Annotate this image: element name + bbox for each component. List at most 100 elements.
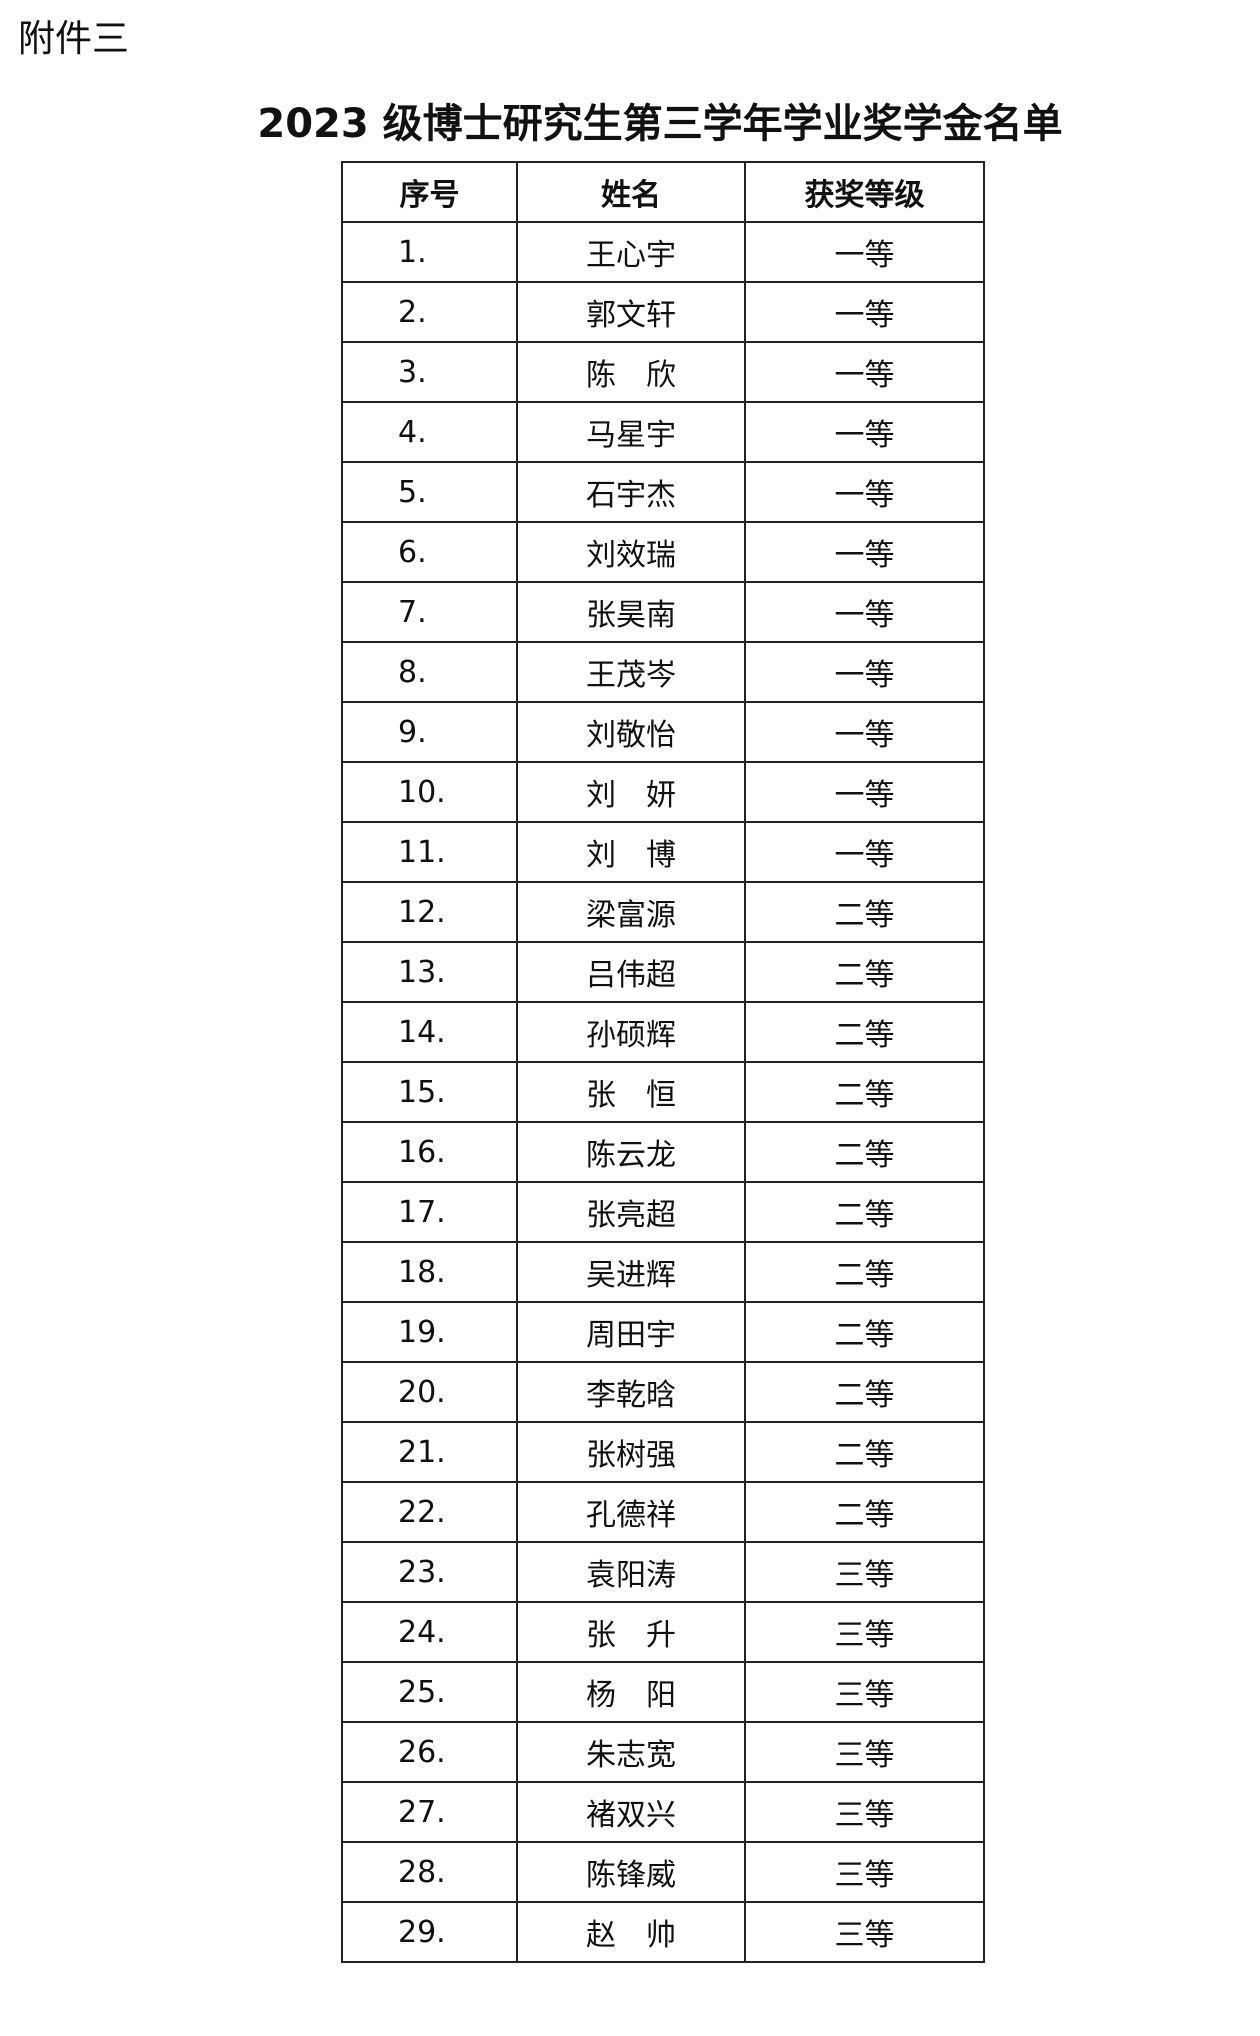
- student-name: 袁阳涛: [516, 1541, 746, 1603]
- award-level: 二等: [744, 1241, 985, 1303]
- award-level: 三等: [744, 1901, 985, 1963]
- student-name: 王茂岑: [516, 641, 746, 703]
- table-row: 15. 张 恒二等: [341, 1061, 985, 1123]
- row-number: 14.: [341, 1001, 518, 1063]
- award-level: 二等: [744, 941, 985, 1003]
- student-name: 刘敬怡: [516, 701, 746, 763]
- table-row: 25. 杨 阳三等: [341, 1661, 985, 1723]
- row-number: 11.: [341, 821, 518, 883]
- row-number: 21.: [341, 1421, 518, 1483]
- award-level: 二等: [744, 1001, 985, 1063]
- table-row: 13. 吕伟超 二等: [341, 941, 985, 1003]
- row-number: 8.: [341, 641, 518, 703]
- table-row: 20. 李乾晗 二等: [341, 1361, 985, 1423]
- table-row: 22. 孔德祥 二等: [341, 1481, 985, 1543]
- student-name: 刘效瑞: [516, 521, 746, 583]
- award-level: 三等: [744, 1541, 985, 1603]
- award-level: 二等: [744, 1121, 985, 1183]
- row-number: 23.: [341, 1541, 518, 1603]
- row-number: 2.: [341, 281, 518, 343]
- row-number: 15.: [341, 1061, 518, 1123]
- table-row: 17. 张亮超 二等: [341, 1181, 985, 1243]
- row-number: 27.: [341, 1781, 518, 1843]
- table-row: 9. 刘敬怡 一等: [341, 701, 985, 763]
- student-name: 杨 阳: [516, 1661, 746, 1723]
- student-name: 张树强: [516, 1421, 746, 1483]
- student-name: 褚双兴: [516, 1781, 746, 1843]
- table-row: 23. 袁阳涛 三等: [341, 1541, 985, 1603]
- table-row: 21. 张树强 二等: [341, 1421, 985, 1483]
- row-number: 17.: [341, 1181, 518, 1243]
- row-number: 6.: [341, 521, 518, 583]
- table-row: 10. 刘 妍一等: [341, 761, 985, 823]
- row-number: 5.: [341, 461, 518, 523]
- document-title: 2023 级博士研究生第三学年学业奖学金名单: [257, 101, 1063, 147]
- row-number: 1.: [341, 221, 518, 283]
- table-row: 6. 刘效瑞 一等: [341, 521, 985, 583]
- table-row: 26. 朱志宽 三等: [341, 1721, 985, 1783]
- student-name: 周田宇: [516, 1301, 746, 1363]
- row-number: 26.: [341, 1721, 518, 1783]
- award-level: 一等: [744, 581, 985, 643]
- table-row: 24. 张 升三等: [341, 1601, 985, 1663]
- award-level: 一等: [744, 521, 985, 583]
- table-row: 4. 马星宇 一等: [341, 401, 985, 463]
- award-level: 二等: [744, 1481, 985, 1543]
- row-number: 10.: [341, 761, 518, 823]
- student-name: 陈云龙: [516, 1121, 746, 1183]
- award-level: 一等: [744, 401, 985, 463]
- award-level: 二等: [744, 1361, 985, 1423]
- student-name: 孔德祥: [516, 1481, 746, 1543]
- row-number: 9.: [341, 701, 518, 763]
- award-level: 三等: [744, 1661, 985, 1723]
- student-name: 马星宇: [516, 401, 746, 463]
- header-name: 姓名: [516, 161, 746, 223]
- student-name: 吴进辉: [516, 1241, 746, 1303]
- attachment-label: 附件三: [18, 17, 129, 60]
- table-row: 12. 梁富源 二等: [341, 881, 985, 943]
- student-name: 张 升: [516, 1601, 746, 1663]
- row-number: 25.: [341, 1661, 518, 1723]
- row-number: 20.: [341, 1361, 518, 1423]
- student-name: 刘 博: [516, 821, 746, 883]
- table-row: 8. 王茂岑 一等: [341, 641, 985, 703]
- award-level: 二等: [744, 1181, 985, 1243]
- award-level: 一等: [744, 641, 985, 703]
- award-level: 一等: [744, 221, 985, 283]
- award-level: 一等: [744, 281, 985, 343]
- row-number: 13.: [341, 941, 518, 1003]
- row-number: 4.: [341, 401, 518, 463]
- table-row: 16. 陈云龙 二等: [341, 1121, 985, 1183]
- row-number: 18.: [341, 1241, 518, 1303]
- table-row: 18. 吴进辉 二等: [341, 1241, 985, 1303]
- student-name: 张亮超: [516, 1181, 746, 1243]
- student-name: 王心宇: [516, 221, 746, 283]
- award-level: 一等: [744, 461, 985, 523]
- student-name: 陈锋威: [516, 1841, 746, 1903]
- student-name: 赵 帅: [516, 1901, 746, 1963]
- table-row: 3. 陈 欣一等: [341, 341, 985, 403]
- scholarship-table: 序号 姓名 获奖等级 1. 王心宇 一等 2. 郭文轩 一等 3. 陈 欣一等 4. 马星宇 一等 5…: [341, 161, 985, 1963]
- table-row: 29. 赵 帅三等: [341, 1901, 985, 1963]
- row-number: 19.: [341, 1301, 518, 1363]
- table-row: 27. 褚双兴 三等: [341, 1781, 985, 1843]
- student-name: 陈 欣: [516, 341, 746, 403]
- table-row: 1. 王心宇 一等: [341, 221, 985, 283]
- table-row: 11. 刘 博一等: [341, 821, 985, 883]
- table-row: 19. 周田宇 二等: [341, 1301, 985, 1363]
- award-level: 三等: [744, 1841, 985, 1903]
- award-level: 二等: [744, 1301, 985, 1363]
- student-name: 梁富源: [516, 881, 746, 943]
- award-level: 三等: [744, 1721, 985, 1783]
- row-number: 16.: [341, 1121, 518, 1183]
- student-name: 刘 妍: [516, 761, 746, 823]
- table-row: 14. 孙硕辉 二等: [341, 1001, 985, 1063]
- row-number: 29.: [341, 1901, 518, 1963]
- award-level: 三等: [744, 1781, 985, 1843]
- table-header-row: 序号 姓名 获奖等级: [341, 161, 985, 223]
- award-level: 三等: [744, 1601, 985, 1663]
- award-level: 一等: [744, 341, 985, 403]
- table-row: 28. 陈锋威 三等: [341, 1841, 985, 1903]
- row-number: 28.: [341, 1841, 518, 1903]
- row-number: 22.: [341, 1481, 518, 1543]
